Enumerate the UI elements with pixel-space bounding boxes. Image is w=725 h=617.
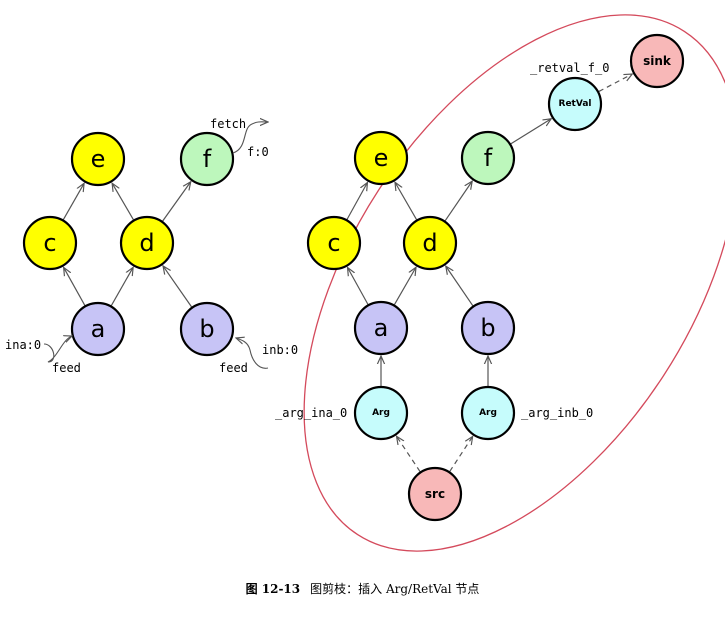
left-node-b-label: b: [199, 315, 214, 343]
left-node-f: f: [179, 131, 235, 187]
left-node-b-circle: [179, 301, 235, 357]
right-node-b-label: b: [480, 314, 495, 342]
right-edge-a-to-c: [348, 268, 369, 305]
arg-ina-0-label: _arg_ina_0: [275, 406, 347, 420]
left-edge-c-to-e: [62, 183, 84, 220]
right-node-e-label: e: [374, 144, 389, 172]
figure-caption: 图 12-13 图剪枝：插入 Arg/RetVal 节点: [0, 580, 725, 597]
right-node-arg_b: Arg: [460, 385, 516, 441]
feed-b-curve: [236, 338, 269, 369]
right-edge-f-to-retval: [510, 119, 551, 145]
left-node-b: b: [179, 301, 235, 357]
right-node-sink-label: sink: [643, 54, 672, 68]
left-node-e: e: [70, 131, 126, 187]
f0-label: f:0: [247, 145, 269, 159]
left-node-e-label: e: [91, 145, 106, 173]
right-node-arg_a-label: Arg: [372, 408, 390, 418]
figure-caption-text: 图剪枝：插入 Arg/RetVal 节点: [310, 582, 480, 596]
right-node-a-label: a: [374, 314, 389, 342]
right-node-retval-label: RetVal: [559, 99, 592, 109]
arg-inb-0-label: _arg_inb_0: [521, 406, 593, 420]
left-node-f-circle: [179, 131, 235, 187]
right-node-retval: RetVal: [547, 76, 603, 132]
right-node-retval-circle: [547, 76, 603, 132]
left-node-d: d: [119, 215, 175, 271]
right-node-e: e: [353, 130, 409, 186]
feed-a-label: feed: [52, 361, 81, 375]
left-node-d-circle: [119, 215, 175, 271]
left-node-a-label: a: [91, 315, 106, 343]
left-edge-d-to-f: [162, 182, 191, 222]
feed-a-curve: [43, 336, 72, 363]
right-node-f-label: f: [484, 144, 493, 172]
right-node-b-circle: [460, 300, 516, 356]
right-node-c: c: [306, 215, 362, 271]
left-node-a: a: [70, 301, 126, 357]
left-edge-d-to-e: [112, 183, 134, 220]
retval-f-0-label: _retval_f_0: [530, 61, 609, 75]
right-edge-src-to-arg_b: [449, 436, 473, 472]
right-node-sink: sink: [629, 33, 685, 89]
right-node-e-circle: [353, 130, 409, 186]
right-node-d: d: [402, 215, 458, 271]
left-node-f-label: f: [203, 145, 212, 173]
left-node-c: c: [22, 215, 78, 271]
right-node-src-label: src: [425, 487, 445, 501]
pruned-subgraph-ellipse: [303, 14, 725, 552]
feed-b-label: feed: [219, 361, 248, 375]
right-edge-d-to-f: [444, 181, 472, 222]
right-node-d-label: d: [422, 229, 437, 257]
right-node-c-label: c: [327, 229, 340, 257]
left-node-c-circle: [22, 215, 78, 271]
right-node-b: b: [460, 300, 516, 356]
right-edge-src-to-arg_a: [397, 436, 421, 472]
left-edge-b-to-d: [163, 266, 193, 308]
left-edge-a-to-c: [64, 267, 86, 306]
right-node-c-circle: [306, 215, 362, 271]
ina0-label: ina:0: [5, 338, 41, 352]
right-node-f: f: [460, 130, 516, 186]
right-node-sink-circle: [629, 33, 685, 89]
left-node-e-circle: [70, 131, 126, 187]
left-node-a-circle: [70, 301, 126, 357]
right-node-a-circle: [353, 300, 409, 356]
right-node-a: a: [353, 300, 409, 356]
left-node-c-label: c: [43, 229, 56, 257]
fetch-curve: [232, 122, 268, 154]
right-node-arg_b-circle: [460, 385, 516, 441]
right-edge-b-to-d: [446, 266, 474, 307]
left-edge-a-to-d: [110, 267, 133, 306]
fetch-label: fetch: [210, 117, 246, 131]
right-node-d-circle: [402, 215, 458, 271]
right-node-arg_a: Arg: [353, 385, 409, 441]
right-node-f-circle: [460, 130, 516, 186]
right-node-src: src: [407, 466, 463, 522]
right-node-src-circle: [407, 466, 463, 522]
figure-number: 图 12-13: [245, 582, 301, 596]
left-node-d-label: d: [139, 229, 154, 257]
right-node-arg_b-label: Arg: [479, 408, 497, 418]
inb0-label: inb:0: [262, 343, 298, 357]
right-edge-retval-to-sink: [598, 74, 632, 92]
right-edge-d-to-e: [395, 182, 418, 220]
right-node-arg_a-circle: [353, 385, 409, 441]
right-edge-c-to-e: [346, 183, 367, 220]
right-edge-a-to-d: [393, 267, 416, 305]
left-io-arrows: [43, 122, 269, 369]
